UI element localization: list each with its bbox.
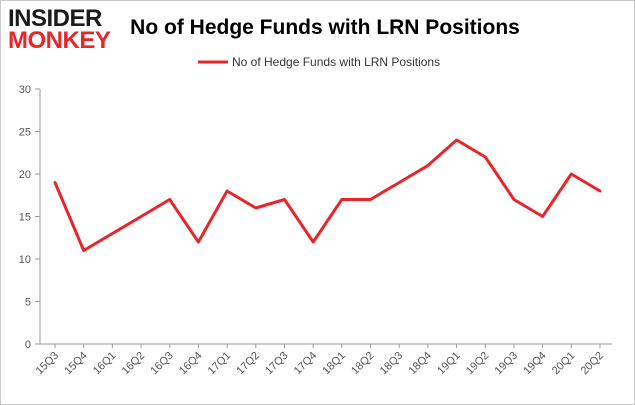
legend-label: No of Hedge Funds with LRN Positions: [232, 55, 440, 69]
y-axis-ticks: 0 5 10 15 20 25 30: [19, 84, 40, 351]
y-tick-label: 0: [25, 339, 31, 351]
y-tick-label: 25: [19, 127, 31, 139]
series-line: [53, 138, 602, 252]
legend: No of Hedge Funds with LRN Positions: [198, 55, 440, 69]
y-tick-label: 10: [19, 254, 31, 266]
logo-line-2: MONKEY: [8, 27, 111, 54]
insider-monkey-logo: INSIDER MONKEY: [8, 5, 111, 54]
chart-title: No of Hedge Funds with LRN Positions: [130, 16, 520, 39]
y-tick-label: 15: [19, 212, 31, 224]
plot-area: [53, 138, 602, 252]
y-tick-label: 30: [19, 84, 31, 96]
y-tick-label: 5: [25, 297, 31, 309]
y-tick-label: 20: [19, 169, 31, 181]
logo-line-1: INSIDER: [8, 5, 102, 32]
